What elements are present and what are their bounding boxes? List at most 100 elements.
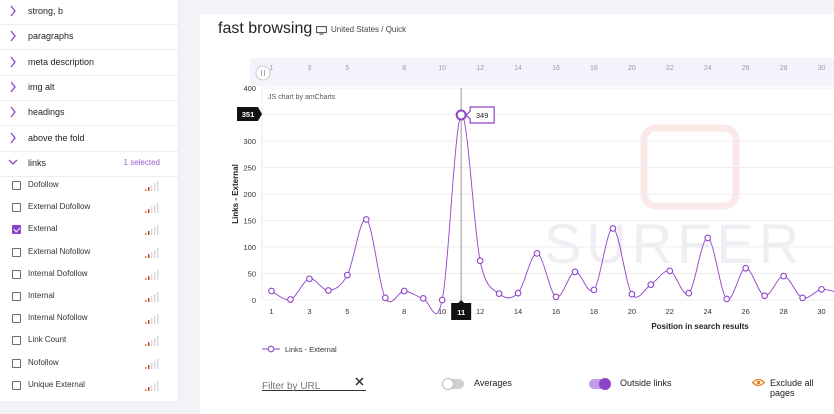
series-line-links-external bbox=[271, 114, 834, 314]
sidebar-section-links[interactable]: links 1 selected bbox=[0, 152, 179, 177]
signal-bars-icon bbox=[145, 292, 159, 302]
metric-checkbox[interactable] bbox=[12, 269, 21, 279]
sidebar-section-img-alt[interactable]: img alt bbox=[0, 76, 179, 101]
scrollbar-tick-label: 16 bbox=[552, 65, 560, 72]
data-point[interactable] bbox=[476, 257, 484, 265]
data-point[interactable] bbox=[552, 293, 560, 301]
scrollbar-tick-label: 14 bbox=[514, 65, 522, 72]
data-point[interactable] bbox=[742, 264, 750, 272]
chevron-right-icon bbox=[10, 56, 16, 67]
data-point[interactable] bbox=[723, 295, 731, 303]
metric-checkbox[interactable] bbox=[12, 358, 21, 368]
data-point[interactable] bbox=[647, 281, 655, 288]
data-point[interactable] bbox=[287, 296, 294, 303]
y-tick-label: 50 bbox=[248, 270, 256, 279]
metric-checkbox[interactable] bbox=[12, 292, 21, 301]
signal-bars-icon bbox=[145, 247, 159, 258]
data-point[interactable] bbox=[400, 287, 408, 295]
x-tick-label: 10 bbox=[438, 307, 446, 316]
data-point[interactable] bbox=[495, 290, 503, 297]
selected-count-badge: 1 selected bbox=[123, 157, 160, 167]
data-point[interactable] bbox=[818, 286, 825, 293]
data-point[interactable] bbox=[533, 250, 541, 257]
scrollbar-tick-label: 3 bbox=[307, 65, 311, 72]
x-axis-label: Position in search results bbox=[651, 322, 749, 331]
sidebar-section-meta-description[interactable]: meta description bbox=[0, 51, 179, 76]
tooltip-value: 349 bbox=[476, 111, 489, 120]
close-icon[interactable] bbox=[355, 377, 364, 386]
metric-item-internal-nofollow[interactable]: Internal Nofollow bbox=[0, 308, 179, 330]
data-point[interactable] bbox=[761, 292, 768, 300]
metric-item-unique-external[interactable]: Unique External bbox=[0, 375, 179, 397]
data-point[interactable] bbox=[628, 290, 636, 298]
x-tick-label: 8 bbox=[402, 307, 406, 316]
metric-item-link-count[interactable]: Link Count bbox=[0, 330, 179, 352]
y-tick-label: 0 bbox=[252, 296, 256, 305]
scrollbar-handle[interactable] bbox=[255, 65, 271, 81]
links-external-chart[interactable]: 1 3 5 8 10 12 14 16 18 20 22 24 26 28 30SURFER05010015… bbox=[200, 58, 834, 358]
data-point[interactable] bbox=[780, 272, 787, 280]
data-point[interactable] bbox=[325, 287, 332, 294]
metric-item-dofollow[interactable]: Dofollow bbox=[0, 175, 179, 197]
signal-bars-icon bbox=[145, 269, 159, 280]
data-point[interactable] bbox=[666, 267, 674, 275]
sidebar-section-above-the-fold[interactable]: above the fold bbox=[0, 127, 179, 152]
metric-label: Internal bbox=[28, 291, 55, 300]
metric-item-nofollow[interactable]: Nofollow bbox=[0, 353, 179, 375]
data-point[interactable] bbox=[455, 109, 467, 121]
data-point[interactable] bbox=[571, 268, 579, 276]
metric-item-external-nofollow[interactable]: External Nofollow bbox=[0, 242, 179, 264]
metric-item-external-dofollow[interactable]: External Dofollow bbox=[0, 197, 179, 219]
filter-url-field[interactable] bbox=[262, 376, 366, 392]
x-cursor-label: 11 bbox=[457, 308, 465, 317]
x-tick-label: 30 bbox=[817, 307, 825, 316]
tooltip-box bbox=[465, 106, 495, 124]
sidebar-section-strong-b[interactable]: strong, b bbox=[0, 0, 179, 25]
metric-checkbox[interactable] bbox=[12, 203, 21, 213]
averages-toggle[interactable] bbox=[442, 378, 464, 390]
data-point[interactable] bbox=[306, 275, 313, 283]
metric-label: Internal Dofollow bbox=[28, 268, 88, 278]
eye-icon[interactable] bbox=[752, 378, 765, 387]
exclude-all-pages-label[interactable]: Exclude all pages bbox=[770, 378, 814, 398]
legend-label: Links - External bbox=[285, 345, 337, 354]
signal-bars-icon bbox=[145, 336, 159, 347]
metric-checkbox[interactable] bbox=[12, 314, 21, 324]
metric-checkbox[interactable] bbox=[12, 380, 21, 390]
data-point[interactable] bbox=[685, 289, 693, 297]
x-tick-label: 20 bbox=[628, 307, 636, 316]
scrollbar-tick-label: 10 bbox=[438, 65, 446, 72]
data-point[interactable] bbox=[344, 271, 351, 279]
data-point[interactable] bbox=[438, 296, 446, 304]
data-point[interactable] bbox=[419, 295, 427, 302]
signal-bars-icon bbox=[145, 380, 159, 391]
data-point[interactable] bbox=[268, 287, 275, 295]
y-cursor-marker bbox=[237, 106, 262, 121]
metric-checkbox[interactable] bbox=[12, 247, 21, 257]
sidebar-section-label: paragraphs bbox=[28, 31, 74, 42]
data-point[interactable] bbox=[362, 216, 370, 223]
metric-label: External Dofollow bbox=[28, 202, 91, 212]
metric-checkbox[interactable] bbox=[12, 336, 21, 346]
data-point[interactable] bbox=[704, 234, 712, 242]
x-tick-label: 18 bbox=[590, 307, 598, 316]
scrollbar-tick-label: 12 bbox=[476, 65, 484, 72]
outside-links-toggle[interactable] bbox=[589, 378, 611, 390]
metric-item-internal[interactable]: Internal bbox=[0, 286, 179, 308]
metric-checkbox[interactable] bbox=[12, 225, 21, 235]
data-point[interactable] bbox=[514, 289, 522, 297]
scrollbar-strip bbox=[250, 58, 834, 86]
data-point[interactable] bbox=[609, 225, 617, 232]
sidebar-section-headings[interactable]: headings bbox=[0, 101, 179, 127]
metric-checkbox[interactable] bbox=[12, 181, 21, 190]
sidebar-section-paragraphs[interactable]: paragraphs bbox=[0, 25, 179, 51]
data-point[interactable] bbox=[381, 294, 389, 302]
location-label: United States / Quick bbox=[331, 25, 407, 34]
metric-item-external[interactable]: External bbox=[0, 219, 179, 241]
data-point[interactable] bbox=[799, 294, 806, 302]
scrollbar-tick-label: 18 bbox=[590, 65, 598, 72]
filter-url-input[interactable] bbox=[262, 381, 352, 392]
metric-item-internal-dofollow[interactable]: Internal Dofollow bbox=[0, 264, 179, 286]
signal-bars-icon bbox=[145, 181, 159, 191]
data-point[interactable] bbox=[590, 286, 598, 294]
